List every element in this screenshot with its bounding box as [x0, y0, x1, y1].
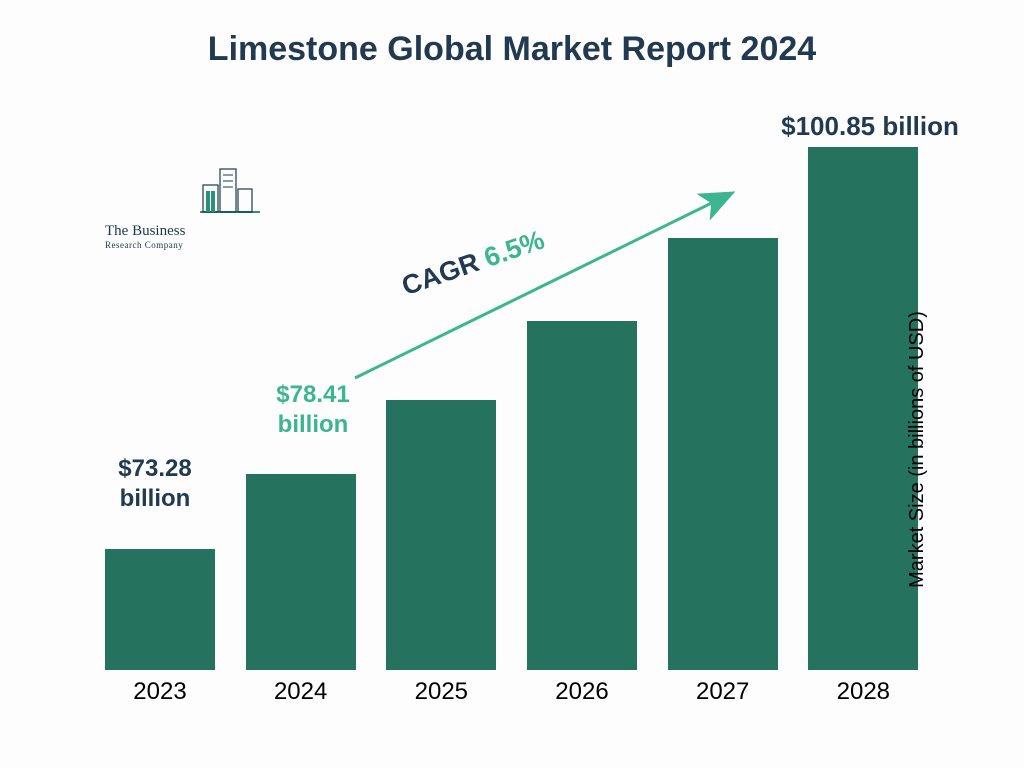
chart-container: { "title": { "text": "Limestone Global M… [0, 0, 1024, 768]
growth-arrow [0, 0, 1024, 768]
